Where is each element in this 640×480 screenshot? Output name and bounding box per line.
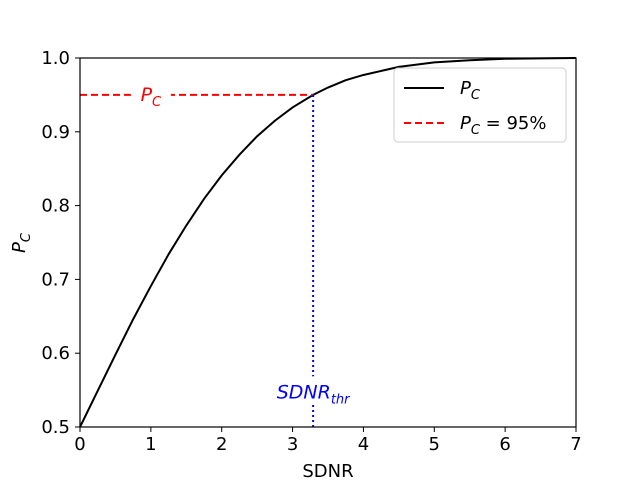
x-tick-label: 0 — [74, 434, 85, 455]
series-line-0 — [79, 57, 577, 428]
svg-text:SDNRthr: SDNRthr — [277, 381, 351, 407]
annotation-0: PC — [141, 84, 162, 110]
annotation-1: SDNRthr — [277, 381, 351, 407]
svg-text:PC: PC — [9, 232, 34, 253]
y-tick-label: 1.0 — [41, 48, 70, 69]
x-tick-label: 4 — [358, 434, 369, 455]
y-tick-label: 0.5 — [41, 417, 70, 438]
x-tick-label: 3 — [287, 434, 298, 455]
plot-frame — [79, 57, 577, 428]
y-tick-label: 0.9 — [41, 122, 70, 143]
annotation-bg-0 — [130, 78, 171, 105]
x-tick-label: 6 — [499, 434, 510, 455]
annotation-bg-1 — [268, 376, 359, 403]
y-axis-title: PC — [9, 232, 34, 253]
y-tick-label: 0.6 — [41, 343, 70, 364]
x-tick-label: 7 — [570, 434, 581, 455]
x-tick-label: 5 — [429, 434, 440, 455]
svg-text:PC: PC — [141, 84, 162, 110]
x-tick-label: 1 — [145, 434, 156, 455]
legend-label-0: PC — [460, 78, 481, 103]
legend-label-1: PC = 95% — [460, 113, 546, 138]
x-axis: 0 1 2 3 4 5 6 7 — [74, 427, 582, 455]
x-tick-label: 2 — [216, 434, 227, 455]
y-axis: 0.5 0.6 0.7 0.8 0.9 1.0 — [41, 48, 80, 438]
y-tick-label: 0.8 — [41, 196, 70, 217]
legend: PC PC = 95% — [393, 67, 567, 143]
x-axis-title: SDNR — [302, 461, 353, 480]
plot-area: PC SDNRthr — [79, 57, 577, 428]
y-tick-label: 0.7 — [41, 269, 70, 290]
